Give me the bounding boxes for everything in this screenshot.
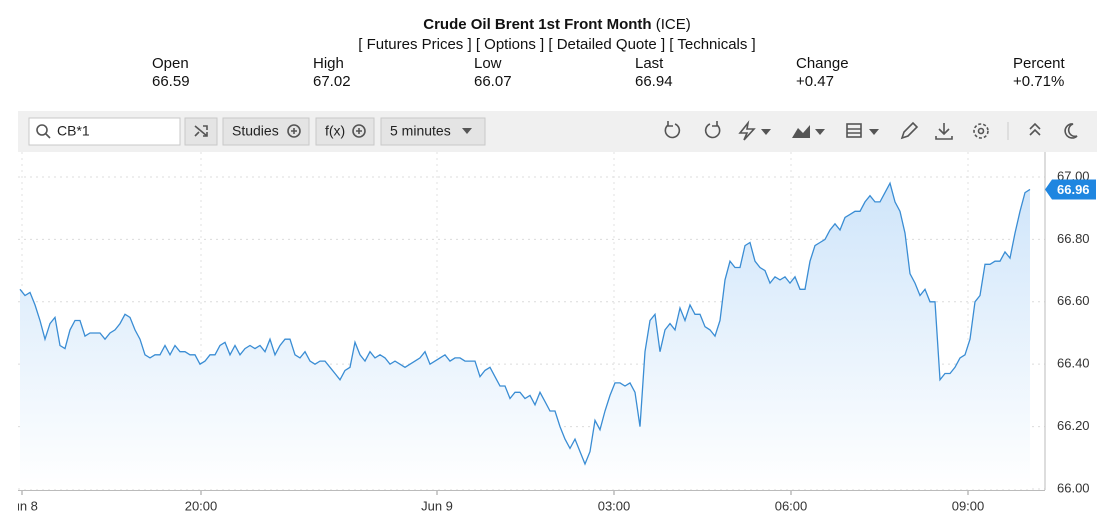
link[interactable]: [ Technicals ]: [669, 36, 755, 53]
area: [20, 183, 1030, 489]
collapse-button[interactable]: [1029, 122, 1041, 136]
dropdown-arrow: [869, 129, 879, 135]
y-tick-label: 66.60: [1057, 293, 1090, 308]
settings-button[interactable]: [973, 123, 989, 139]
redo-button[interactable]: [704, 121, 721, 139]
last-price-label: 66.96: [1057, 182, 1090, 197]
quote-label: Percent: [1013, 55, 1066, 72]
studies-label: Studies: [232, 123, 279, 139]
link[interactable]: [ Detailed Quote ]: [548, 36, 665, 53]
link[interactable]: [ Options ]: [476, 36, 544, 53]
draw-tools-button[interactable]: [738, 120, 756, 141]
title: Crude Oil Brent 1st Front Month: [423, 16, 651, 33]
quote-label: Change: [796, 55, 849, 72]
y-tick-label: 66.00: [1057, 480, 1090, 495]
undo-button[interactable]: [664, 121, 681, 139]
fx-label: f(x): [325, 123, 345, 139]
interval-label: 5 minutes: [390, 123, 451, 139]
compare-icon: [194, 125, 208, 137]
search-text: CB*1: [57, 123, 90, 139]
x-tick-label: 06:00: [775, 498, 808, 513]
search-icon: [45, 133, 51, 139]
plus-icon: [287, 124, 301, 138]
plus-icon: [356, 128, 362, 134]
plus-icon: [352, 124, 366, 138]
layout-button[interactable]: [846, 123, 862, 138]
quote-label: High: [313, 55, 344, 72]
x-axis-labels: Jun 8 20:00 Jun 9 03:00 06:00 09:00: [6, 498, 985, 513]
y-tick-label: 66.40: [1057, 356, 1090, 371]
dropdown-arrow: [462, 128, 472, 134]
x-tick-label: 20:00: [185, 498, 218, 513]
draw-button[interactable]: [900, 121, 919, 140]
search-icon: [36, 124, 48, 136]
x-tick-label: 09:00: [952, 498, 985, 513]
quote-value: 66.07: [474, 73, 512, 90]
quote-value: 67.02: [313, 73, 351, 90]
exchange: (ICE): [656, 16, 691, 33]
header: Crude Oil Brent 1st Front Month (ICE): [423, 16, 691, 33]
plus-icon: [291, 128, 297, 134]
dropdown-arrow: [761, 129, 771, 135]
quote-value: 66.59: [152, 73, 190, 90]
y-tick-label: 66.80: [1057, 231, 1090, 246]
dropdown-arrow: [815, 129, 825, 135]
quote-label: Low: [474, 55, 502, 72]
quote-label: Open: [152, 55, 189, 72]
link[interactable]: [ Futures Prices ]: [358, 36, 471, 53]
theme-button[interactable]: [1064, 123, 1078, 139]
quote-label: Last: [635, 55, 664, 72]
x-tick-label: Jun 8: [6, 498, 38, 513]
x-tick-label: Jun 9: [421, 498, 453, 513]
links-line: [ Futures Prices ] [ Options ] [ Detaile…: [358, 36, 755, 53]
search-box[interactable]: [28, 117, 181, 146]
price-line: [19, 181, 1031, 466]
x-tick-label: 03:00: [598, 498, 631, 513]
last-price-tag: [1045, 179, 1096, 200]
y-tick-label: 66.20: [1057, 418, 1090, 433]
quote-value: +0.71%: [1013, 73, 1064, 90]
links: [ Futures Prices ] [ Options ] [ Detaile…: [358, 36, 755, 53]
settings-icon: [977, 127, 985, 135]
chart-type-button[interactable]: [792, 125, 810, 138]
download-button[interactable]: [935, 123, 953, 140]
quote-value: +0.47: [796, 73, 834, 90]
layout-icon: [847, 128, 861, 134]
quote-value: 66.94: [635, 73, 673, 90]
